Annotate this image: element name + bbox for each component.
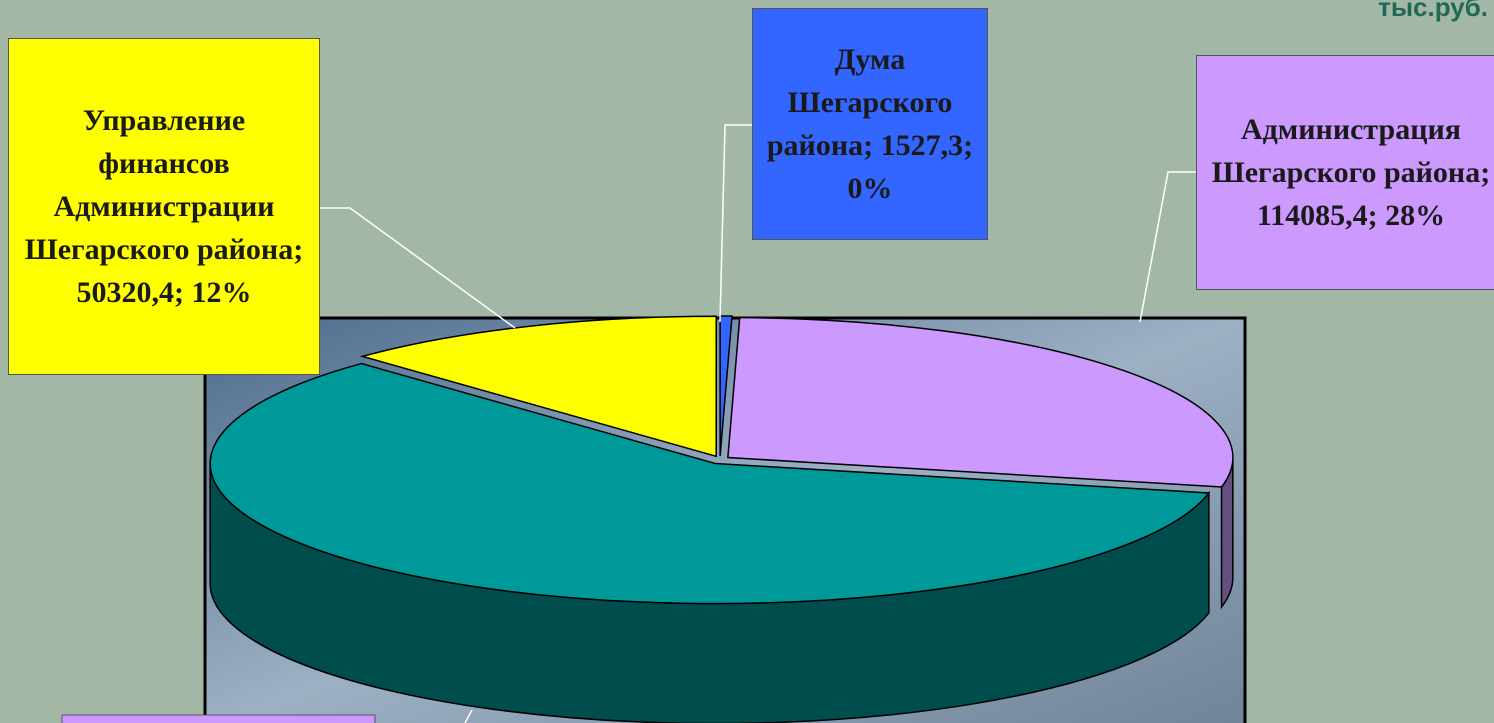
pie (209, 315, 1234, 723)
label-box (61, 714, 376, 723)
slice (727, 316, 1234, 488)
slice (209, 362, 1211, 605)
slice (359, 315, 717, 458)
unit-label: тыс.руб. (1378, 0, 1488, 22)
leader-line (1139, 171, 1196, 323)
data-label: Администрация Шегарского района; 114085,… (1196, 55, 1494, 290)
data-label: Управление финансов Администрации Шегарс… (8, 38, 320, 375)
leader-line (719, 124, 752, 323)
leader-lines (320, 124, 1196, 723)
leader-line (464, 709, 473, 723)
data-label: Дума Шегарского района; 1527,3; 0% (752, 8, 988, 240)
leader-line (320, 207, 516, 329)
